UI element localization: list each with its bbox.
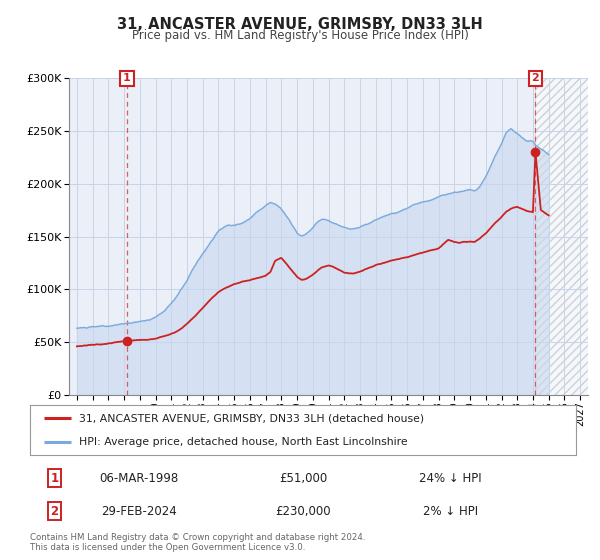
Text: £51,000: £51,000 (279, 472, 327, 485)
Text: 2: 2 (50, 505, 59, 518)
Text: HPI: Average price, detached house, North East Lincolnshire: HPI: Average price, detached house, Nort… (79, 437, 408, 447)
Text: 1: 1 (50, 472, 59, 485)
Text: 29-FEB-2024: 29-FEB-2024 (101, 505, 177, 518)
Text: Contains HM Land Registry data © Crown copyright and database right 2024.: Contains HM Land Registry data © Crown c… (30, 533, 365, 542)
Text: 2% ↓ HPI: 2% ↓ HPI (423, 505, 478, 518)
Text: 24% ↓ HPI: 24% ↓ HPI (419, 472, 482, 485)
Text: Price paid vs. HM Land Registry's House Price Index (HPI): Price paid vs. HM Land Registry's House … (131, 29, 469, 42)
Text: This data is licensed under the Open Government Licence v3.0.: This data is licensed under the Open Gov… (30, 543, 305, 552)
Text: 2: 2 (532, 73, 539, 83)
Text: 31, ANCASTER AVENUE, GRIMSBY, DN33 3LH: 31, ANCASTER AVENUE, GRIMSBY, DN33 3LH (117, 17, 483, 32)
Text: 1: 1 (123, 73, 131, 83)
Text: 06-MAR-1998: 06-MAR-1998 (100, 472, 179, 485)
Text: 31, ANCASTER AVENUE, GRIMSBY, DN33 3LH (detached house): 31, ANCASTER AVENUE, GRIMSBY, DN33 3LH (… (79, 413, 424, 423)
Text: £230,000: £230,000 (275, 505, 331, 518)
